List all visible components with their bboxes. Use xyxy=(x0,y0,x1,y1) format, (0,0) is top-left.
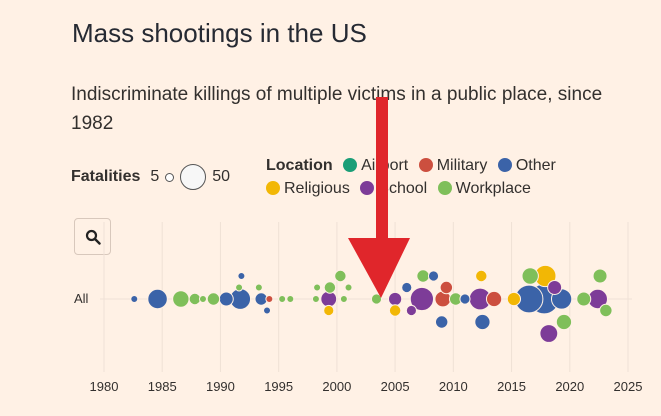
x-tick-label: 1985 xyxy=(148,379,177,394)
chart-title: Mass shootings in the US xyxy=(72,18,367,48)
legend-item-religious[interactable]: Religious xyxy=(266,177,350,200)
legend-item-other[interactable]: Other xyxy=(497,154,556,177)
shooting-point[interactable] xyxy=(172,290,190,308)
x-tick-label: 2005 xyxy=(381,379,410,394)
shooting-point[interactable] xyxy=(539,324,559,343)
x-tick-label: 1995 xyxy=(264,379,293,394)
shooting-point[interactable] xyxy=(439,280,454,295)
fatalities-legend: Fatalities 5 50 xyxy=(71,164,230,190)
shooting-point[interactable] xyxy=(521,267,539,285)
shooting-point[interactable] xyxy=(344,283,353,292)
shooting-point[interactable] xyxy=(427,270,440,282)
shooting-point[interactable] xyxy=(370,293,383,305)
shooting-point[interactable] xyxy=(387,291,403,307)
school-swatch-icon xyxy=(360,181,375,195)
x-tick-label: 2000 xyxy=(322,379,351,394)
shooting-point[interactable] xyxy=(416,269,430,283)
shooting-point[interactable] xyxy=(263,306,272,315)
shooting-point[interactable] xyxy=(334,269,347,283)
location-legend-label: Location xyxy=(266,157,333,174)
row-label-all: All xyxy=(74,291,89,306)
x-axis-ticks: 1980 1985 1990 1995 2000 2005 2010 2015 2020 2025 xyxy=(90,379,643,394)
shooting-point[interactable] xyxy=(323,281,337,294)
size-max-label: 50 xyxy=(212,168,231,185)
x-tick-label: 1990 xyxy=(206,379,235,394)
shooting-point[interactable] xyxy=(409,286,435,312)
shooting-point[interactable] xyxy=(313,283,322,292)
shooting-point[interactable] xyxy=(237,272,246,280)
size-min-label: 5 xyxy=(150,168,160,185)
shooting-point[interactable] xyxy=(405,304,417,317)
legend-item-school[interactable]: School xyxy=(360,177,427,200)
workplace-swatch-icon xyxy=(437,181,452,195)
military-swatch-icon xyxy=(418,158,433,172)
shooting-point[interactable] xyxy=(506,291,522,307)
x-tick-label: 2020 xyxy=(555,379,584,394)
shooting-point[interactable] xyxy=(130,295,139,303)
fatalities-legend-label: Fatalities xyxy=(71,168,141,185)
shooting-point[interactable] xyxy=(339,295,348,303)
x-tick-label: 2025 xyxy=(614,379,643,394)
shooting-point[interactable] xyxy=(218,291,234,307)
shooting-point[interactable] xyxy=(388,304,402,317)
shooting-point[interactable] xyxy=(576,291,592,307)
shooting-point[interactable] xyxy=(235,283,244,292)
x-tick-label: 2015 xyxy=(497,379,526,394)
legend-item-military[interactable]: Military xyxy=(418,154,487,177)
shooting-point[interactable] xyxy=(254,283,263,292)
airport-swatch-icon xyxy=(343,158,358,172)
shooting-point[interactable] xyxy=(592,268,608,284)
shooting-point[interactable] xyxy=(206,292,221,306)
shooting-point[interactable] xyxy=(459,293,471,305)
size-max-circle-icon xyxy=(180,164,207,190)
shooting-point[interactable] xyxy=(401,281,413,294)
shooting-point[interactable] xyxy=(599,303,613,318)
location-legend: Location Airport Military Other Religiou… xyxy=(266,154,596,200)
shooting-point[interactable] xyxy=(474,313,491,331)
religious-swatch-icon xyxy=(266,181,280,195)
shooting-point[interactable] xyxy=(485,290,503,308)
shooting-point[interactable] xyxy=(147,288,168,310)
search-button[interactable] xyxy=(74,218,111,255)
shooting-point[interactable] xyxy=(547,280,563,295)
x-tick-label: 2010 xyxy=(439,379,468,394)
shooting-point[interactable] xyxy=(311,295,320,303)
legend-item-workplace[interactable]: Workplace xyxy=(437,177,531,200)
shooting-point[interactable] xyxy=(475,269,488,283)
data-points xyxy=(130,264,613,343)
shooting-point[interactable] xyxy=(278,295,287,303)
shooting-point[interactable] xyxy=(434,315,449,329)
search-icon xyxy=(85,229,101,245)
x-tick-label: 1980 xyxy=(90,379,119,394)
other-swatch-icon xyxy=(497,158,512,172)
shooting-point[interactable] xyxy=(286,295,295,303)
size-min-circle-icon xyxy=(165,172,175,182)
arrow-down-icon xyxy=(348,97,410,298)
shooting-point[interactable] xyxy=(198,295,207,303)
shooting-point[interactable] xyxy=(188,292,202,306)
shooting-point[interactable] xyxy=(555,313,573,331)
shooting-point[interactable] xyxy=(265,295,274,303)
chart-subtitle: Indiscriminate killings of multiple vict… xyxy=(71,84,603,134)
shooting-point[interactable] xyxy=(323,304,335,317)
